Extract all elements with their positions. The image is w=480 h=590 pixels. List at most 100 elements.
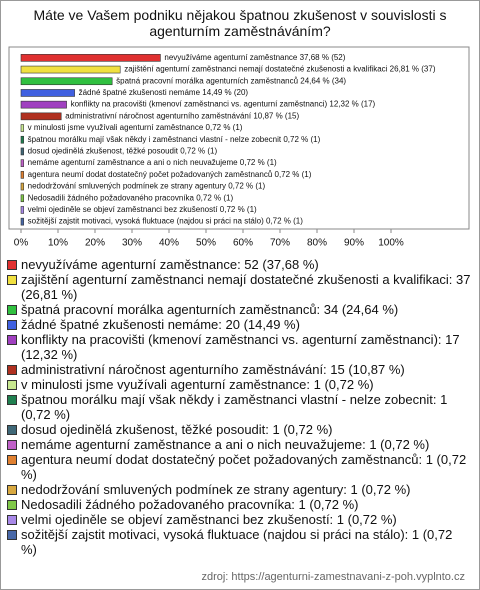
bar	[20, 54, 161, 62]
legend-item: Nedosadili žádného požadovaného pracovní…	[7, 497, 471, 512]
legend-label: velmi ojediněle se objeví zaměstnanci be…	[21, 512, 397, 527]
bar-label: sožitější zajstit motivaci, vysoká flukt…	[28, 217, 304, 226]
legend-swatch	[7, 395, 17, 405]
bar	[20, 135, 24, 144]
legend-label: agentura neumí dodat dostatečný počet po…	[21, 452, 467, 482]
bar-category: konflikty na pracovišti (kmenoví zaměstn…	[71, 100, 328, 109]
bar-label: velmi ojediněle se objeví zaměstnanci be…	[28, 205, 257, 214]
legend-item: dosud ojedinělá zkušenost, těžké posoudi…	[7, 422, 471, 437]
x-tick-label: 30%	[122, 238, 142, 249]
source: zdroj: https://agenturni-zamestnavani-z-…	[201, 571, 465, 583]
value-label: 0,72 % (1)	[275, 170, 312, 179]
bar-category: v minulosti jsme využívali agenturní zam…	[28, 123, 204, 132]
bar-category: nemáme agenturní zaměstnance a ani o nic…	[28, 158, 238, 167]
value-label: 0,72 % (1)	[196, 193, 233, 202]
legend-item: zajištění agenturní zaměstnanci nemají d…	[7, 272, 471, 302]
bar	[20, 217, 24, 226]
legend-label: Nedosadili žádného požadovaného pracovní…	[21, 497, 359, 512]
legend-label: špatná pracovní morálka agenturních zamě…	[21, 302, 399, 317]
bar	[20, 100, 67, 109]
bar-category: velmi ojediněle se objeví zaměstnanci be…	[28, 205, 219, 214]
legend-swatch	[7, 260, 17, 270]
bar-label: Nedosadili žádného požadovaného pracovní…	[28, 193, 234, 202]
bar-category: zajištění agenturní zaměstnanci nemají d…	[124, 65, 387, 74]
bar-category: Nedosadili žádného požadovaného pracovní…	[28, 193, 195, 202]
bar-category: sožitější zajstit motivaci, vysoká flukt…	[28, 217, 264, 226]
bar	[20, 124, 24, 132]
legend-item: špatnou morálku mají však někdy i zaměst…	[7, 392, 471, 422]
bar	[20, 112, 62, 121]
bar-label: špatnou morálku mají však někdy i zaměst…	[28, 135, 321, 144]
bar	[20, 159, 24, 167]
value-label: 24,64 % (34)	[300, 76, 346, 85]
legend-label: konflikty na pracovišti (kmenoví zaměstn…	[21, 332, 460, 362]
legend-swatch	[7, 515, 17, 525]
x-tick-label: 70%	[270, 238, 290, 249]
legend-item: sožitější zajstit motivaci, vysoká flukt…	[7, 527, 471, 557]
value-label: 26,81 % (37)	[390, 65, 436, 74]
x-tick-label: 60%	[233, 238, 253, 249]
legend-swatch	[7, 365, 17, 375]
value-label: 0,72 % (1)	[228, 182, 265, 191]
legend-label: v minulosti jsme využívali agenturní zam…	[21, 377, 374, 392]
legend-item: žádné špatné zkušenosti nemáme: 20 (14,4…	[7, 317, 471, 332]
value-label: 0,72 % (1)	[240, 158, 277, 167]
legend-label: sožitější zajstit motivaci, vysoká flukt…	[21, 527, 453, 557]
legend-swatch	[7, 485, 17, 495]
x-tick-label: 10%	[48, 238, 68, 249]
legend-label: nedodržování smluvených podmínek ze stra…	[21, 482, 411, 497]
chart: 0% 10% 20% 30% 40% 50% 60% 70% 80% 90% 100% nevyuží…	[8, 46, 470, 249]
bar-category: dosud ojedinělá zkušenost, těžké posoudi…	[28, 147, 179, 156]
x-tick-label: 20%	[85, 238, 105, 249]
value-label: 0,72 % (1)	[266, 217, 303, 226]
legend-label: špatnou morálku mají však někdy i zaměst…	[21, 392, 448, 422]
value-label: 0,72 % (1)	[283, 135, 320, 144]
x-tick-label: 90%	[344, 238, 364, 249]
x-tick-label: 50%	[196, 238, 216, 249]
legend-swatch	[7, 455, 17, 465]
value-label: 0,72 % (1)	[206, 123, 243, 132]
value-label: 0,72 % (1)	[180, 147, 217, 156]
x-tick-label: 80%	[307, 238, 327, 249]
value-label: 12,32 % (17)	[329, 100, 375, 109]
bar-label: nevyužíváme agenturní zaměstnance 37,68 …	[164, 53, 345, 62]
legend: nevyužíváme agenturní zaměstnance: 52 (3…	[7, 257, 471, 557]
bar	[20, 171, 24, 179]
legend-swatch	[7, 275, 17, 285]
legend-swatch	[7, 425, 17, 435]
bar	[20, 147, 24, 156]
bar-label: žádné špatné zkušenosti nemáme 14,49 % (…	[79, 88, 249, 97]
bar-label: nemáme agenturní zaměstnance a ani o nic…	[28, 158, 277, 167]
bar-label: špatná pracovní morálka agenturních zamě…	[116, 76, 346, 85]
legend-swatch	[7, 305, 17, 315]
legend-item: administrativní náročnost agenturního za…	[7, 362, 471, 377]
bar	[20, 182, 24, 191]
bar	[20, 77, 113, 86]
legend-label: administrativní náročnost agenturního za…	[21, 362, 405, 377]
legend-swatch	[7, 440, 17, 450]
bar	[20, 65, 121, 74]
legend-label: dosud ojedinělá zkušenost, těžké posoudi…	[21, 422, 333, 437]
bar-category: nedodržování smluvených podmínek ze stra…	[28, 182, 226, 191]
bar-label: zajištění agenturní zaměstnanci nemají d…	[124, 65, 436, 74]
bar-category: agentura neumí dodat dostatečný počet po…	[28, 170, 273, 179]
legend-item: nemáme agenturní zaměstnance a ani o nic…	[7, 437, 471, 452]
bar-label: nedodržování smluvených podmínek ze stra…	[28, 182, 266, 191]
legend-item: konflikty na pracovišti (kmenoví zaměstn…	[7, 332, 471, 362]
legend-swatch	[7, 530, 17, 540]
legend-item: nevyužíváme agenturní zaměstnance: 52 (3…	[7, 257, 471, 272]
legend-label: nevyužíváme agenturní zaměstnance: 52 (3…	[21, 257, 319, 272]
chart-title: Máte ve Vašem podniku nějakou špatnou zk…	[33, 7, 447, 39]
bar-label: v minulosti jsme využívali agenturní zam…	[28, 123, 243, 132]
x-tick-label: 0%	[14, 238, 29, 249]
bar-label: agentura neumí dodat dostatečný počet po…	[28, 170, 312, 179]
legend-swatch	[7, 380, 17, 390]
legend-swatch	[7, 335, 17, 345]
bar-category: špatná pracovní morálka agenturních zamě…	[116, 76, 298, 85]
legend-item: velmi ojediněle se objeví zaměstnanci be…	[7, 512, 471, 527]
legend-swatch	[7, 500, 17, 510]
value-label: 14,49 % (20)	[202, 88, 248, 97]
legend-label: zajištění agenturní zaměstnanci nemají d…	[21, 272, 471, 302]
value-label: 37,68 % (52)	[300, 53, 346, 62]
value-label: 0,72 % (1)	[220, 205, 257, 214]
